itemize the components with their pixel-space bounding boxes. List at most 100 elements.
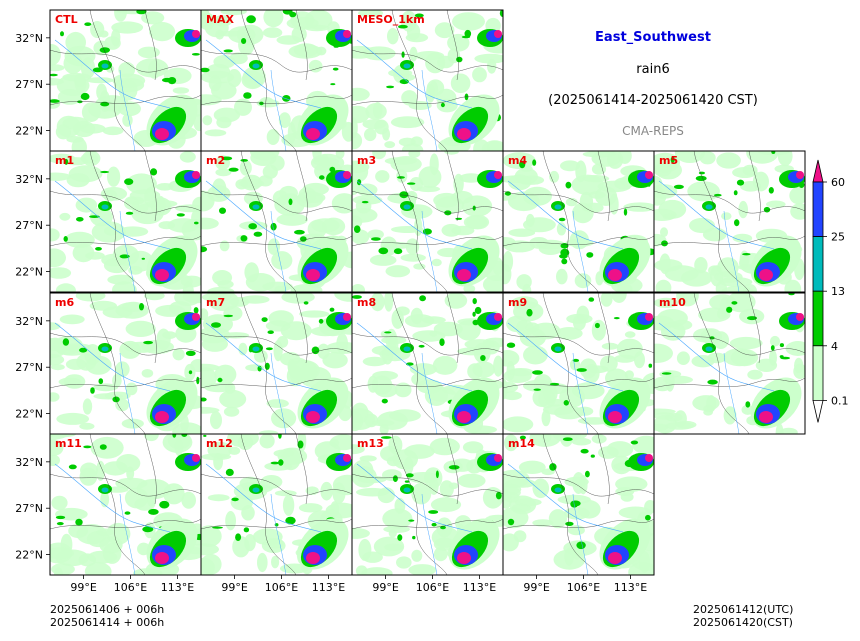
moderate-rain-cell <box>533 388 541 391</box>
province-boundary <box>50 518 201 530</box>
province-boundary <box>50 190 201 214</box>
light-rain-patch <box>215 29 225 40</box>
light-rain-patch <box>369 254 397 266</box>
light-rain-patch <box>207 185 231 202</box>
moderate-rain-cell <box>670 156 675 163</box>
rain-band-northeast-peak <box>343 171 351 179</box>
moderate-rain-cell <box>246 15 256 24</box>
light-rain-patch <box>50 439 64 456</box>
light-rain-patch <box>201 406 220 414</box>
storm-peak <box>306 411 320 423</box>
river-line <box>421 352 438 434</box>
moderate-rain-cell <box>472 311 476 317</box>
light-rain-patch <box>655 160 682 180</box>
light-rain-patch <box>355 197 372 214</box>
colorbar-bin <box>812 290 824 347</box>
river-line <box>54 463 171 533</box>
province-boundary <box>446 293 459 364</box>
moderate-rain-cell <box>472 298 477 305</box>
light-rain-patch <box>545 398 565 407</box>
moderate-rain-cell <box>62 338 70 346</box>
moderate-rain-cell <box>440 102 445 108</box>
river-line <box>658 322 775 392</box>
light-rain-patch <box>359 455 377 462</box>
light-rain-patch <box>125 320 156 337</box>
light-rain-patch <box>514 498 542 507</box>
light-rain-patch <box>299 310 330 318</box>
light-rain-patch <box>474 53 503 64</box>
light-rain-patch <box>377 411 408 430</box>
panel-label: MAX <box>206 13 234 26</box>
river-line <box>119 352 136 434</box>
moderate-rain-cell <box>448 465 460 470</box>
rain-band-northeast-peak <box>796 313 804 321</box>
map-panel-m1: m1 <box>49 150 202 293</box>
province-boundary <box>446 434 459 505</box>
light-rain-patch <box>429 330 438 337</box>
panel-field <box>352 293 503 434</box>
province-boundary <box>240 10 297 151</box>
light-rain-patch <box>493 355 503 377</box>
lon-tick-label: 106°E <box>114 581 147 594</box>
light-rain-patch <box>50 547 74 560</box>
light-rain-patch <box>320 481 333 501</box>
light-rain-patch <box>384 293 394 312</box>
province-boundary <box>201 473 352 497</box>
light-rain-patch <box>410 307 423 325</box>
light-rain-patch <box>729 336 763 350</box>
province-boundary <box>201 94 352 106</box>
storm-peak <box>457 411 471 423</box>
moderate-rain-cell <box>734 219 740 227</box>
map-panel-m13: m13 <box>351 433 504 576</box>
light-rain-patch <box>503 485 521 500</box>
light-rain-patch <box>64 45 96 67</box>
light-rain-patch <box>207 286 235 292</box>
light-rain-patch <box>362 46 396 61</box>
moderate-rain-cell <box>428 510 439 514</box>
moderate-rain-cell <box>119 254 130 259</box>
light-rain-patch <box>431 258 442 267</box>
light-rain-patch <box>352 87 370 101</box>
light-rain-patch <box>96 528 114 537</box>
light-rain-patch <box>380 446 400 462</box>
river-line <box>119 210 136 292</box>
moderate-rain-cell <box>398 24 408 29</box>
rain-cluster-northwest-core <box>705 346 713 352</box>
moderate-rain-cell <box>572 358 580 362</box>
river-line <box>205 39 322 109</box>
light-rain-patch <box>409 363 438 376</box>
panel-field <box>503 434 654 575</box>
light-rain-patch <box>785 341 805 356</box>
light-rain-patch <box>385 265 411 278</box>
province-boundary <box>50 235 201 247</box>
moderate-rain-cell <box>278 459 284 466</box>
light-rain-patch <box>616 338 643 359</box>
panel-frame <box>653 150 806 293</box>
moderate-rain-cell <box>480 355 486 361</box>
light-rain-patch <box>75 293 106 302</box>
light-rain-patch <box>257 552 268 573</box>
moderate-rain-cell <box>125 211 134 215</box>
moderate-rain-cell <box>645 514 651 521</box>
light-rain-patch <box>234 98 252 116</box>
light-rain-patch <box>172 348 185 361</box>
moderate-rain-cell <box>580 448 589 454</box>
light-rain-patch <box>254 349 268 363</box>
province-boundary <box>50 94 201 106</box>
light-rain-patch <box>57 89 82 105</box>
province-boundary <box>352 235 503 247</box>
storm-peak <box>457 552 471 564</box>
moderate-rain-cell <box>167 77 177 85</box>
light-rain-patch <box>202 115 213 126</box>
light-rain-patch <box>201 553 222 575</box>
moderate-rain-cell <box>201 67 210 73</box>
moderate-rain-cell <box>124 178 134 185</box>
light-rain-patch <box>50 322 61 331</box>
light-rain-patch <box>396 556 412 569</box>
light-rain-patch <box>268 310 294 327</box>
light-rain-patch <box>66 173 90 188</box>
light-rain-patch <box>382 469 402 481</box>
moderate-rain-cell <box>188 370 193 375</box>
light-rain-patch <box>364 128 377 142</box>
light-rain-patch <box>264 462 293 471</box>
